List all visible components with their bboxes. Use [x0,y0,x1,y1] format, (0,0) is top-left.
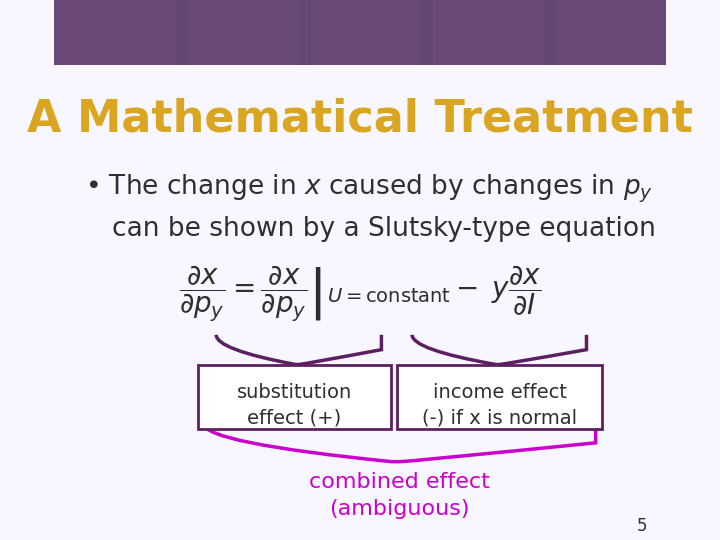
Text: A Mathematical Treatment: A Mathematical Treatment [27,97,693,140]
FancyBboxPatch shape [397,364,602,429]
Text: can be shown by a Slutsky-type equation: can be shown by a Slutsky-type equation [112,216,656,242]
Text: combined effect
(ambiguous): combined effect (ambiguous) [310,472,490,519]
FancyBboxPatch shape [299,0,433,65]
FancyBboxPatch shape [421,0,556,65]
FancyBboxPatch shape [176,0,311,65]
FancyBboxPatch shape [544,0,678,65]
Text: 5: 5 [637,517,648,535]
Text: • The change in $x$ caused by changes in $p_y$: • The change in $x$ caused by changes in… [84,173,652,205]
FancyBboxPatch shape [54,0,666,65]
FancyBboxPatch shape [54,0,189,65]
FancyBboxPatch shape [198,364,391,429]
Text: substitution
effect (+): substitution effect (+) [237,383,352,427]
Text: $\dfrac{\partial x}{\partial p_y} = \left.\dfrac{\partial x}{\partial p_y}\right: $\dfrac{\partial x}{\partial p_y} = \lef… [179,264,541,325]
Text: income effect
(-) if x is normal: income effect (-) if x is normal [422,383,577,427]
